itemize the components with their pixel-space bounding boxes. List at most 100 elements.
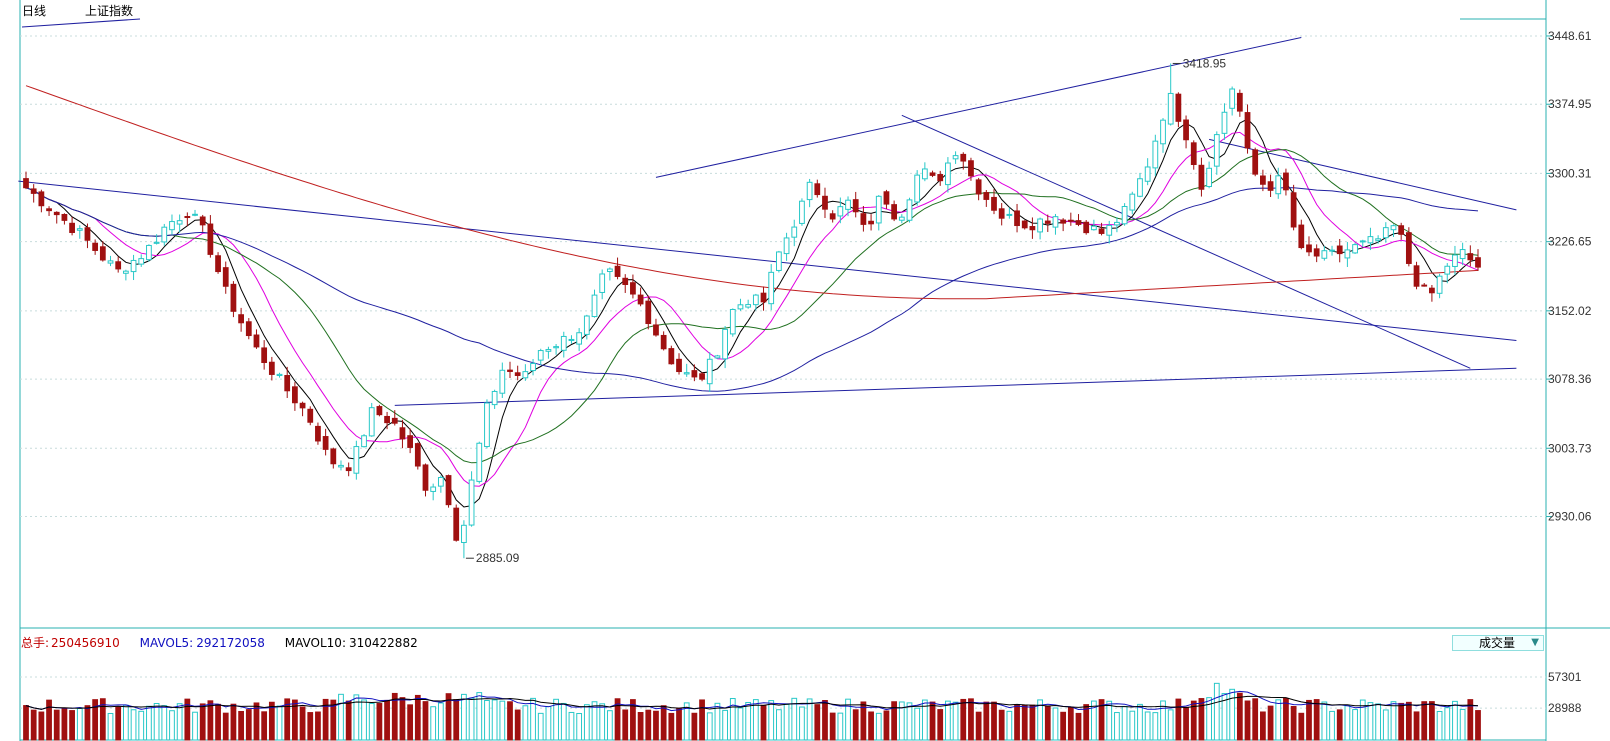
candle-body	[338, 464, 344, 468]
volume-bar	[1352, 709, 1358, 741]
mavol5-line	[25, 690, 1479, 712]
volume-bar	[23, 705, 29, 741]
candle-body	[791, 226, 798, 238]
candle-body	[322, 436, 329, 450]
mavol5-label: MAVOL5:	[139, 636, 194, 650]
candle-body	[1006, 213, 1013, 216]
volume-bar	[153, 702, 160, 741]
candle-body	[683, 372, 690, 375]
price-tick-label: 2930.06	[1548, 510, 1592, 524]
volume-bar	[921, 699, 928, 741]
candle-body	[568, 338, 575, 341]
volume-bar	[545, 706, 552, 741]
volume-bar	[653, 710, 659, 741]
period-tab[interactable]: 日线	[22, 4, 47, 18]
candle-body	[860, 213, 867, 225]
candle-body	[676, 358, 682, 373]
candle-body	[391, 417, 398, 424]
volume-bar	[169, 710, 175, 741]
volume-bar	[299, 706, 306, 741]
candle-body	[1290, 192, 1297, 228]
candle-body	[814, 183, 821, 196]
volume-bar	[1413, 711, 1420, 741]
volume-bar	[207, 700, 214, 741]
volume-bar	[507, 701, 513, 741]
mavol10-value: 310422882	[349, 636, 418, 650]
candle-body	[983, 192, 990, 200]
candle-body	[745, 304, 752, 308]
volume-bar	[729, 698, 736, 741]
candle-body	[845, 199, 851, 210]
volume-bar	[1152, 712, 1159, 741]
candle-body	[906, 199, 913, 221]
candle-body	[38, 191, 45, 207]
candle-body	[622, 277, 629, 285]
candle-body	[1436, 275, 1443, 294]
candle-body	[99, 246, 106, 261]
volume-bar	[768, 700, 775, 741]
total-volume-value: 250456910	[51, 636, 120, 650]
volume-indicator-select[interactable]: 成交量 ▼	[1452, 635, 1544, 651]
candle-body	[384, 415, 390, 424]
candle-body	[1398, 225, 1405, 235]
candle-body	[115, 261, 122, 270]
candle-body	[1452, 254, 1458, 267]
candle-body	[1175, 93, 1182, 122]
candle-body	[1198, 164, 1205, 190]
candle-body	[1114, 221, 1120, 226]
volume-bar	[883, 710, 890, 741]
candle-body	[768, 271, 775, 305]
volume-bar	[445, 693, 452, 741]
candle-body	[407, 435, 414, 448]
candle-body	[207, 223, 214, 255]
volume-bar	[576, 713, 583, 741]
volume-bar	[1183, 706, 1189, 741]
volume-bar	[361, 699, 367, 741]
volume-bar	[484, 700, 490, 741]
volume-bar	[1175, 698, 1182, 741]
volume-bar	[1190, 700, 1197, 741]
ma10-line	[25, 131, 1479, 487]
volume-bar	[476, 692, 483, 741]
volume-bar	[122, 704, 129, 741]
volume-bar	[522, 705, 529, 741]
candle-body	[1021, 220, 1028, 229]
volume-bar	[1129, 710, 1136, 741]
candle-body	[1467, 253, 1474, 261]
volume-bar	[537, 712, 544, 741]
ma5-line	[25, 118, 1479, 508]
volume-bar	[391, 692, 398, 741]
candle-body	[176, 220, 183, 225]
candle-body	[606, 268, 613, 273]
candle-body	[1313, 248, 1320, 257]
volume-bar	[468, 697, 475, 741]
volume-bar	[1429, 701, 1435, 741]
candle-body	[737, 304, 744, 310]
volume-bar	[845, 698, 851, 741]
candle-body	[1275, 175, 1282, 195]
candle-body	[921, 168, 928, 180]
candle-body	[1375, 238, 1382, 241]
candle-body	[537, 350, 544, 361]
volume-bar	[1398, 702, 1405, 741]
candle-body	[783, 237, 790, 255]
volume-bar	[991, 701, 997, 741]
volume-bar	[676, 707, 682, 741]
volume-bar	[822, 700, 828, 741]
candle-body	[514, 372, 521, 376]
volume-bar	[829, 712, 836, 741]
candle-body	[829, 213, 836, 220]
candle-body	[1183, 119, 1189, 141]
volume-bar	[645, 709, 652, 741]
volume-bar	[253, 702, 260, 741]
volume-bar	[1405, 701, 1412, 741]
candle-body	[822, 195, 828, 210]
candle-body	[437, 477, 444, 487]
volume-bar	[1236, 692, 1243, 741]
candle-body	[107, 260, 114, 264]
candle-body	[553, 346, 559, 349]
candle-body	[960, 153, 967, 162]
candle-body	[668, 348, 675, 365]
candle-body	[1359, 240, 1366, 243]
